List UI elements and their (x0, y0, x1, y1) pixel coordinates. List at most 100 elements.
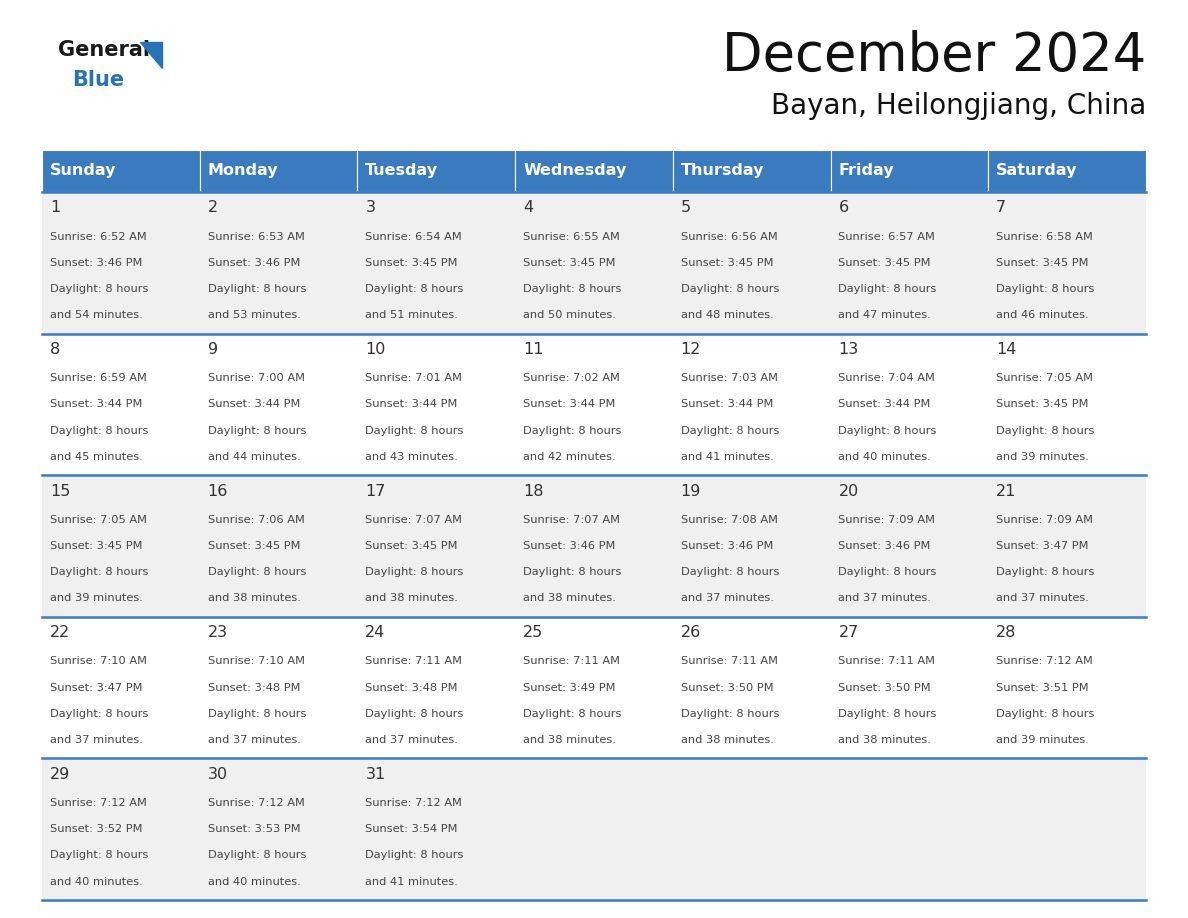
Text: 12: 12 (681, 342, 701, 357)
Text: 8: 8 (50, 342, 61, 357)
Text: December 2024: December 2024 (722, 30, 1146, 82)
Text: and 46 minutes.: and 46 minutes. (997, 310, 1088, 320)
Text: and 53 minutes.: and 53 minutes. (208, 310, 301, 320)
Text: Thursday: Thursday (681, 163, 764, 178)
Text: Sunset: 3:52 PM: Sunset: 3:52 PM (50, 824, 143, 834)
Text: Monday: Monday (208, 163, 278, 178)
Text: 24: 24 (366, 625, 386, 640)
Text: Daylight: 8 hours: Daylight: 8 hours (681, 567, 779, 577)
Text: Sunset: 3:46 PM: Sunset: 3:46 PM (523, 541, 615, 551)
Text: Sunrise: 6:57 AM: Sunrise: 6:57 AM (839, 231, 935, 241)
Text: Daylight: 8 hours: Daylight: 8 hours (997, 567, 1094, 577)
Text: 23: 23 (208, 625, 228, 640)
Text: and 42 minutes.: and 42 minutes. (523, 452, 615, 462)
Text: General: General (58, 40, 150, 60)
Text: Sunrise: 7:07 AM: Sunrise: 7:07 AM (366, 515, 462, 525)
Bar (42, 192, 200, 333)
Text: Sunset: 3:46 PM: Sunset: 3:46 PM (681, 541, 773, 551)
Text: Daylight: 8 hours: Daylight: 8 hours (681, 709, 779, 719)
Text: Sunset: 3:50 PM: Sunset: 3:50 PM (839, 683, 931, 693)
Text: Daylight: 8 hours: Daylight: 8 hours (681, 284, 779, 294)
Text: Daylight: 8 hours: Daylight: 8 hours (50, 709, 148, 719)
Text: Sunrise: 6:52 AM: Sunrise: 6:52 AM (50, 231, 146, 241)
Bar (358, 758, 516, 900)
Text: Sunset: 3:45 PM: Sunset: 3:45 PM (523, 258, 615, 268)
Polygon shape (140, 42, 162, 68)
Bar (358, 617, 516, 758)
Text: 10: 10 (366, 342, 386, 357)
Text: Daylight: 8 hours: Daylight: 8 hours (366, 567, 463, 577)
Text: and 37 minutes.: and 37 minutes. (681, 593, 773, 603)
Text: and 45 minutes.: and 45 minutes. (50, 452, 143, 462)
Text: Sunset: 3:45 PM: Sunset: 3:45 PM (366, 258, 457, 268)
Text: Sunset: 3:44 PM: Sunset: 3:44 PM (681, 399, 773, 409)
Text: and 37 minutes.: and 37 minutes. (839, 593, 931, 603)
Text: Sunrise: 7:08 AM: Sunrise: 7:08 AM (681, 515, 778, 525)
Text: Sunset: 3:54 PM: Sunset: 3:54 PM (366, 824, 457, 834)
Text: and 37 minutes.: and 37 minutes. (366, 735, 459, 745)
Text: Daylight: 8 hours: Daylight: 8 hours (208, 567, 307, 577)
Text: and 54 minutes.: and 54 minutes. (50, 310, 143, 320)
Bar (358, 150, 516, 192)
Text: Daylight: 8 hours: Daylight: 8 hours (997, 284, 1094, 294)
Bar (516, 758, 672, 900)
Text: Sunrise: 7:10 AM: Sunrise: 7:10 AM (208, 656, 304, 666)
Text: Daylight: 8 hours: Daylight: 8 hours (50, 850, 148, 860)
Text: Sunset: 3:48 PM: Sunset: 3:48 PM (366, 683, 457, 693)
Text: and 37 minutes.: and 37 minutes. (50, 735, 143, 745)
Text: Sunrise: 7:10 AM: Sunrise: 7:10 AM (50, 656, 147, 666)
Text: 21: 21 (997, 484, 1017, 498)
Text: and 41 minutes.: and 41 minutes. (681, 452, 773, 462)
Text: 19: 19 (681, 484, 701, 498)
Text: 16: 16 (208, 484, 228, 498)
Text: Sunset: 3:46 PM: Sunset: 3:46 PM (839, 541, 931, 551)
Text: Daylight: 8 hours: Daylight: 8 hours (366, 284, 463, 294)
Text: and 50 minutes.: and 50 minutes. (523, 310, 615, 320)
Text: 9: 9 (208, 342, 217, 357)
Bar (830, 476, 988, 617)
Text: Sunrise: 7:09 AM: Sunrise: 7:09 AM (997, 515, 1093, 525)
Text: 14: 14 (997, 342, 1017, 357)
Text: Sunrise: 7:02 AM: Sunrise: 7:02 AM (523, 374, 620, 383)
Text: Friday: Friday (839, 163, 895, 178)
Text: Sunset: 3:53 PM: Sunset: 3:53 PM (208, 824, 301, 834)
Text: and 51 minutes.: and 51 minutes. (366, 310, 459, 320)
Text: Sunset: 3:51 PM: Sunset: 3:51 PM (997, 683, 1088, 693)
Text: Sunrise: 7:07 AM: Sunrise: 7:07 AM (523, 515, 620, 525)
Text: Saturday: Saturday (997, 163, 1078, 178)
Bar (672, 333, 830, 476)
Text: Sunset: 3:44 PM: Sunset: 3:44 PM (208, 399, 301, 409)
Bar (672, 617, 830, 758)
Text: Sunset: 3:50 PM: Sunset: 3:50 PM (681, 683, 773, 693)
Bar (988, 476, 1146, 617)
Text: Wednesday: Wednesday (523, 163, 626, 178)
Bar (516, 476, 672, 617)
Text: Sunrise: 7:12 AM: Sunrise: 7:12 AM (50, 798, 147, 808)
Text: Sunset: 3:44 PM: Sunset: 3:44 PM (50, 399, 143, 409)
Text: Sunset: 3:46 PM: Sunset: 3:46 PM (50, 258, 143, 268)
Text: Sunset: 3:46 PM: Sunset: 3:46 PM (208, 258, 301, 268)
Text: Daylight: 8 hours: Daylight: 8 hours (366, 426, 463, 436)
Text: and 40 minutes.: and 40 minutes. (50, 877, 143, 887)
Text: Sunrise: 6:58 AM: Sunrise: 6:58 AM (997, 231, 1093, 241)
Text: Sunrise: 7:09 AM: Sunrise: 7:09 AM (839, 515, 935, 525)
Text: 31: 31 (366, 767, 386, 782)
Text: Sunset: 3:47 PM: Sunset: 3:47 PM (50, 683, 143, 693)
Text: Sunset: 3:44 PM: Sunset: 3:44 PM (523, 399, 615, 409)
Text: and 39 minutes.: and 39 minutes. (50, 593, 143, 603)
Text: and 38 minutes.: and 38 minutes. (839, 735, 931, 745)
Text: Sunrise: 7:12 AM: Sunrise: 7:12 AM (366, 798, 462, 808)
Bar (358, 476, 516, 617)
Text: and 47 minutes.: and 47 minutes. (839, 310, 931, 320)
Text: Daylight: 8 hours: Daylight: 8 hours (366, 709, 463, 719)
Text: Daylight: 8 hours: Daylight: 8 hours (208, 426, 307, 436)
Bar (672, 758, 830, 900)
Bar (830, 192, 988, 333)
Text: Sunrise: 7:12 AM: Sunrise: 7:12 AM (997, 656, 1093, 666)
Bar (516, 150, 672, 192)
Text: Sunset: 3:44 PM: Sunset: 3:44 PM (366, 399, 457, 409)
Bar (42, 758, 200, 900)
Text: Sunset: 3:45 PM: Sunset: 3:45 PM (50, 541, 143, 551)
Text: Sunrise: 7:11 AM: Sunrise: 7:11 AM (681, 656, 778, 666)
Text: 20: 20 (839, 484, 859, 498)
